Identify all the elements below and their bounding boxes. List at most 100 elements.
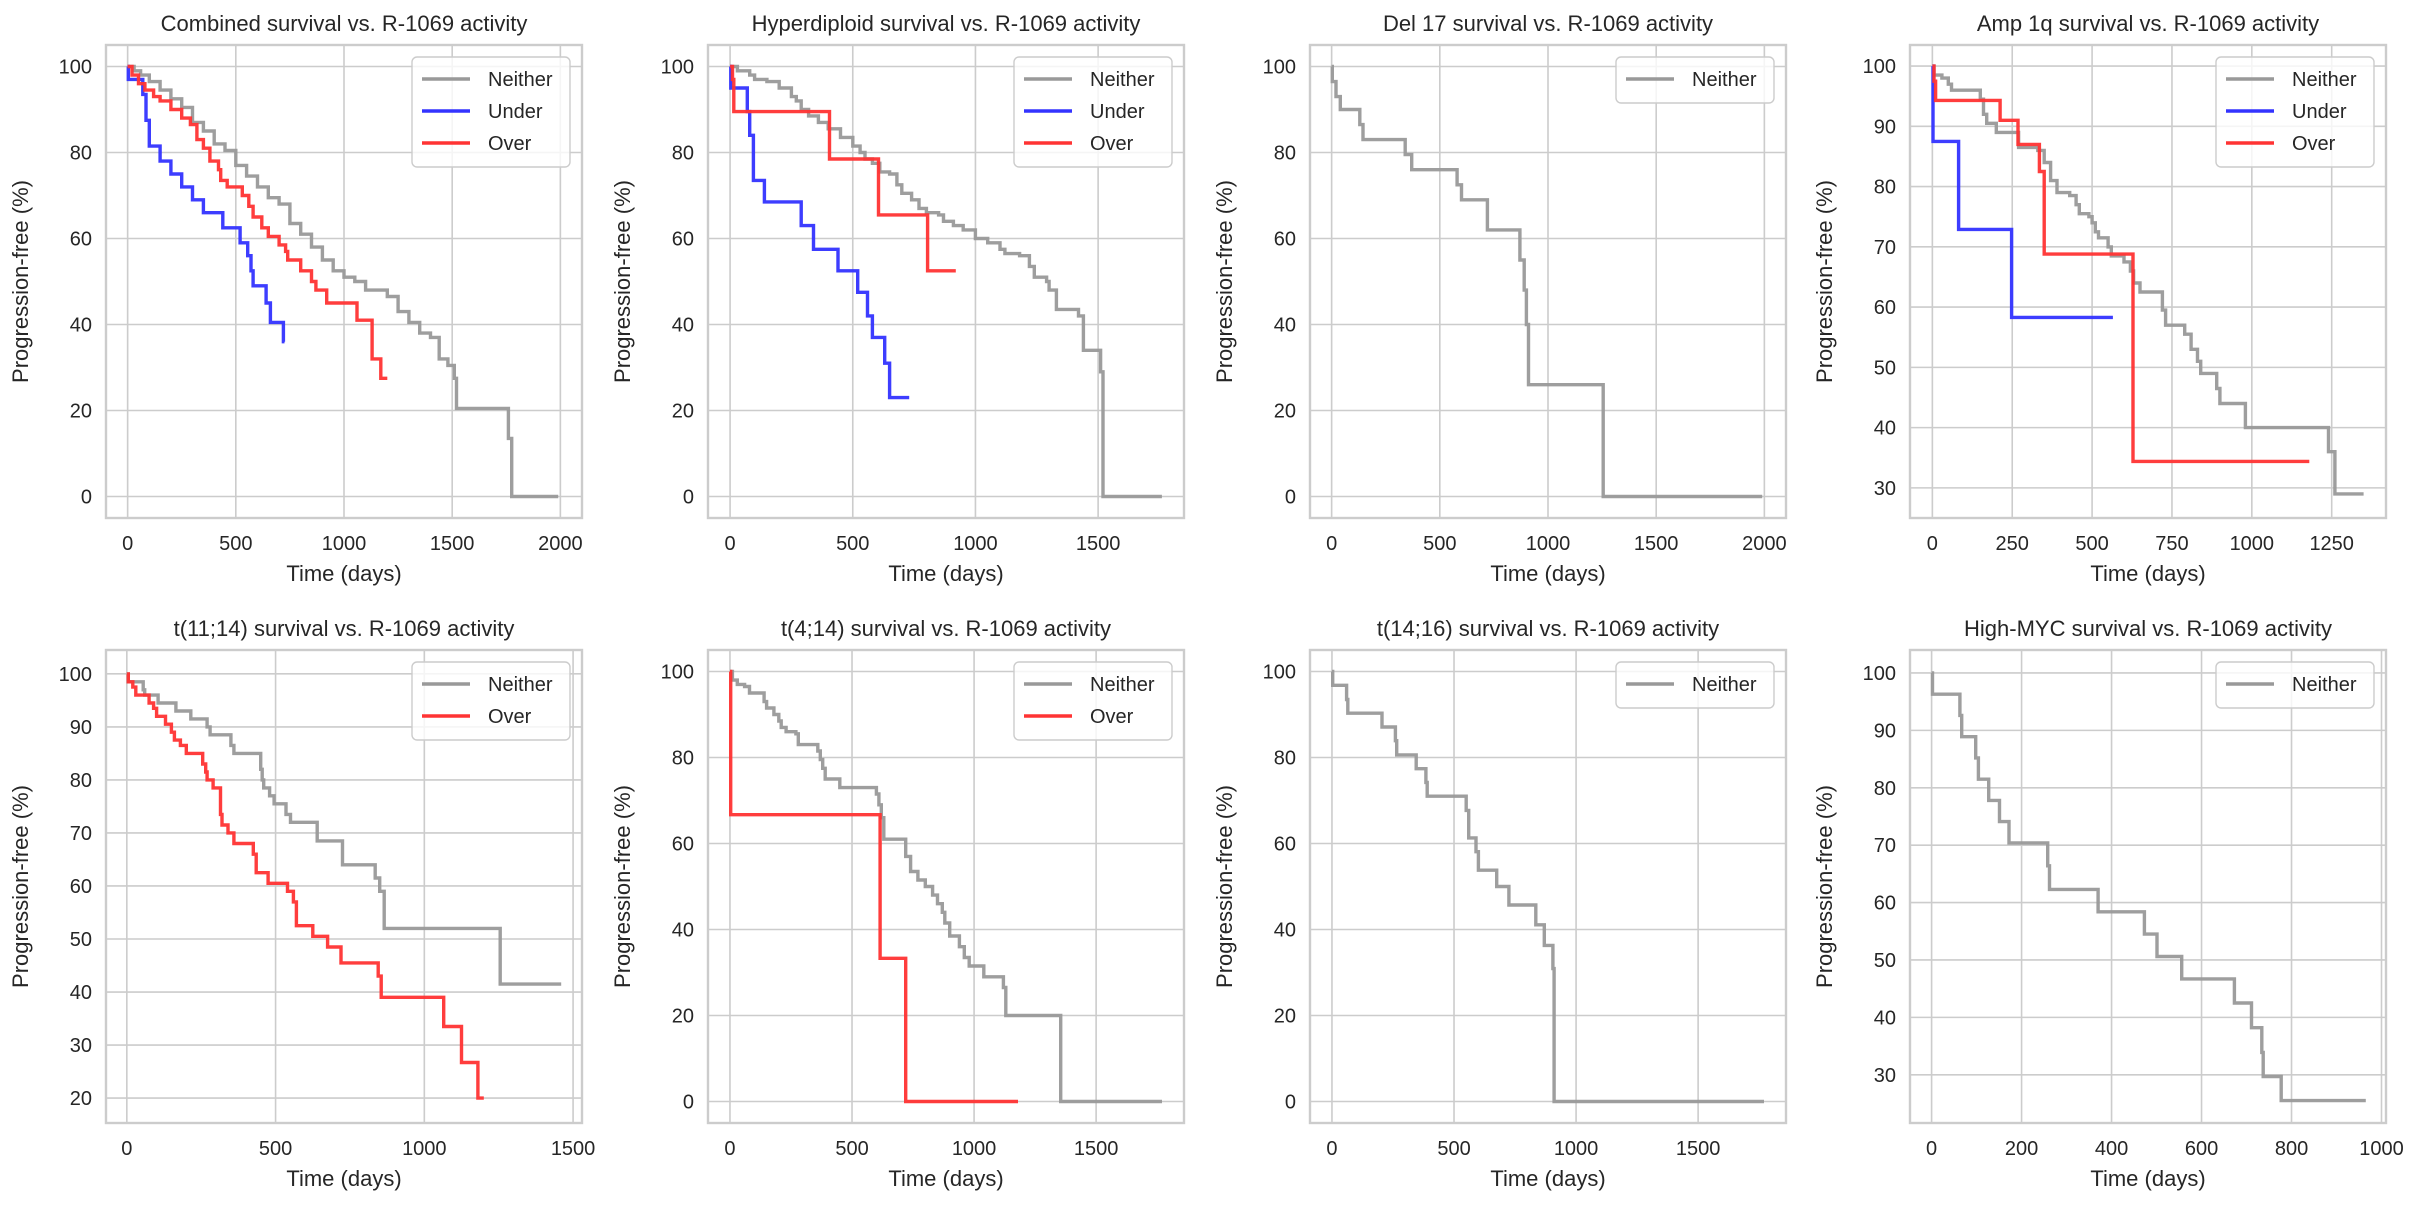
legend-label-under: Under [2292, 101, 2347, 123]
legend-box [411, 56, 571, 168]
legend-label-over: Over [2292, 133, 2336, 155]
axes-frame [1908, 43, 2388, 520]
y-tick-label: 90 [1874, 720, 1896, 742]
y-tick-label: 50 [1874, 950, 1896, 972]
y-axis-label: Progression-free (%) [1812, 180, 1837, 383]
panel-del-17: 0 500 1000 1500 2000 0 20 40 60 80 100 Del 17 survi… [1212, 11, 1788, 586]
x-tick-label: 1000 [953, 533, 998, 555]
y-tick-label: 40 [1874, 418, 1896, 440]
panel-amp-1q: 0 250 500 750 1000 1250 30 40 50 60 70 80 90 100 Amp 1… [1812, 11, 2388, 586]
x-tick-label: 1500 [551, 1138, 596, 1160]
x-tick-label: 0 [724, 1138, 735, 1160]
chart-title: Hyperdiploid survival vs. R-1069 activit… [752, 11, 1141, 36]
legend-label-neither: Neither [488, 69, 553, 91]
x-tick-label: 750 [2155, 533, 2188, 555]
y-tick-label: 80 [1874, 778, 1896, 800]
y-tick-label: 50 [1874, 357, 1896, 379]
series-line-neither [730, 669, 1162, 1104]
y-tick-label: 70 [70, 823, 92, 845]
panel-t-4-14: 0 500 1000 1500 0 20 40 60 80 100 t(4;14) survival… [610, 616, 1186, 1191]
x-tick-label: 500 [835, 1138, 868, 1160]
legend-label-under: Under [488, 101, 543, 123]
series-line-neither [1932, 64, 2364, 496]
chart-title: Combined survival vs. R-1069 activity [161, 11, 528, 36]
series-line-neither [730, 64, 1162, 499]
x-tick-label: 500 [836, 533, 869, 555]
y-tick-label: 60 [1874, 297, 1896, 319]
x-tick-label: 2000 [538, 533, 583, 555]
x-tick-label: 800 [2275, 1138, 2308, 1160]
legend-label-neither: Neither [1692, 69, 1757, 91]
axes-frame [104, 648, 584, 1125]
x-tick-label: 1500 [1634, 533, 1679, 555]
series-line-neither [127, 64, 559, 499]
y-tick-label: 20 [70, 1088, 92, 1110]
y-tick-label: 60 [70, 229, 92, 251]
y-tick-label: 80 [70, 770, 92, 792]
legend-label-over: Over [1090, 706, 1134, 728]
x-tick-label: 250 [1996, 533, 2029, 555]
x-tick-label: 400 [2095, 1138, 2128, 1160]
chart-title: Del 17 survival vs. R-1069 activity [1383, 11, 1713, 36]
y-tick-label: 30 [1874, 478, 1896, 500]
series-line-over [730, 64, 956, 273]
legend-box [1615, 661, 1775, 709]
y-tick-label: 0 [81, 487, 92, 509]
y-tick-label: 100 [59, 664, 92, 686]
y-tick-label: 90 [70, 717, 92, 739]
y-tick-label: 90 [1874, 116, 1896, 138]
x-axis-label: Time (days) [286, 561, 401, 586]
legend-label-neither: Neither [488, 674, 553, 696]
legend-label-neither: Neither [2292, 674, 2357, 696]
legend-box [1615, 56, 1775, 104]
y-tick-label: 20 [672, 1006, 694, 1028]
legend-box [1013, 56, 1173, 168]
y-tick-label: 40 [1274, 315, 1296, 337]
y-tick-label: 80 [70, 143, 92, 165]
x-tick-label: 1500 [1076, 533, 1121, 555]
legend-label-over: Over [488, 706, 532, 728]
series-line-neither [1331, 669, 1764, 1104]
legend-label-neither: Neither [1692, 674, 1757, 696]
x-tick-label: 500 [2075, 533, 2108, 555]
x-axis-label: Time (days) [286, 1166, 401, 1191]
x-tick-label: 1500 [430, 533, 475, 555]
x-tick-label: 0 [122, 533, 133, 555]
y-tick-label: 80 [672, 143, 694, 165]
x-tick-label: 500 [219, 533, 252, 555]
x-tick-label: 500 [1437, 1138, 1470, 1160]
legend-label-neither: Neither [1090, 69, 1155, 91]
series-line-neither [126, 672, 562, 986]
x-tick-label: 1500 [1676, 1138, 1721, 1160]
legend-label-over: Over [488, 133, 532, 155]
legend: Neither Under Over [411, 56, 571, 168]
legend: Neither Over [411, 661, 571, 741]
x-axis-label: Time (days) [888, 1166, 1003, 1191]
y-tick-label: 80 [1274, 748, 1296, 770]
legend: Neither [2215, 661, 2375, 709]
legend-box [2215, 56, 2375, 168]
y-tick-label: 70 [1874, 835, 1896, 857]
series-line-over [126, 672, 484, 1100]
axes-frame [1908, 648, 2388, 1125]
y-axis-label: Progression-free (%) [8, 785, 33, 988]
legend-label-over: Over [1090, 133, 1134, 155]
x-tick-label: 1000 [322, 533, 367, 555]
y-axis-label: Progression-free (%) [1212, 785, 1237, 988]
series-line-over [127, 64, 388, 380]
axes-frame [706, 648, 1186, 1125]
y-tick-label: 60 [1274, 229, 1296, 251]
legend-label-neither: Neither [1090, 674, 1155, 696]
y-tick-label: 70 [1874, 237, 1896, 259]
y-axis-label: Progression-free (%) [1812, 785, 1837, 988]
y-tick-label: 20 [672, 401, 694, 423]
y-tick-label: 100 [1263, 57, 1296, 79]
y-tick-label: 30 [70, 1035, 92, 1057]
x-tick-label: 1000 [402, 1138, 447, 1160]
y-tick-label: 80 [1874, 177, 1896, 199]
y-tick-label: 60 [70, 876, 92, 898]
y-tick-label: 0 [683, 1092, 694, 1114]
x-axis-label: Time (days) [2090, 1166, 2205, 1191]
x-tick-label: 0 [1326, 533, 1337, 555]
legend-box [2215, 661, 2375, 709]
